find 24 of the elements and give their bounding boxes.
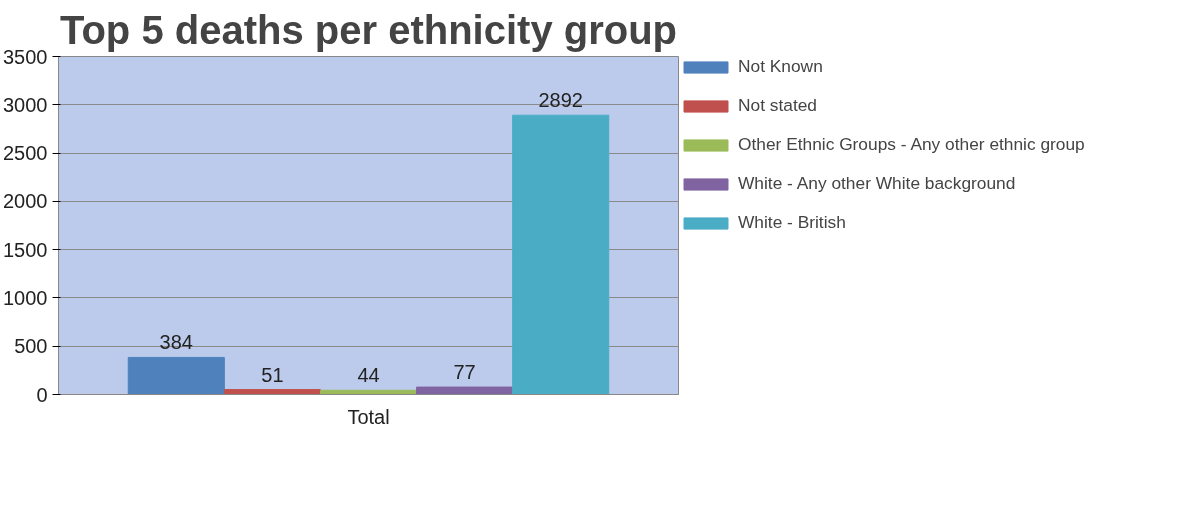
y-tick-label: 2000 [3, 190, 48, 213]
y-tick-label: 500 [14, 335, 48, 358]
data-label: 77 [453, 361, 476, 384]
legend-label: Not Known [738, 56, 823, 77]
bar [512, 114, 610, 395]
bar [223, 389, 321, 395]
bar [127, 356, 225, 395]
legend-label: White - Any other White background [738, 173, 1016, 194]
y-tick-label: 0 [36, 383, 48, 406]
data-label: 51 [261, 363, 284, 386]
data-label: 44 [357, 364, 380, 387]
y-tick-label: 3500 [3, 45, 48, 68]
bar [416, 386, 514, 395]
y-tick-label: 3000 [3, 93, 48, 116]
data-label: 384 [159, 331, 193, 354]
chart-title: Top 5 deaths per ethnicity group [59, 7, 678, 52]
x-tick-label: Total [347, 405, 390, 428]
legend-label: Not stated [738, 95, 817, 116]
y-tick-label: 1000 [3, 286, 48, 309]
legend-label: Other Ethnic Groups - Any other ethnic group [738, 134, 1085, 155]
y-tick-label: 1500 [3, 238, 48, 261]
legend-label: White - British [738, 212, 846, 233]
data-label: 2892 [538, 89, 583, 112]
y-tick-label: 2500 [3, 142, 48, 165]
